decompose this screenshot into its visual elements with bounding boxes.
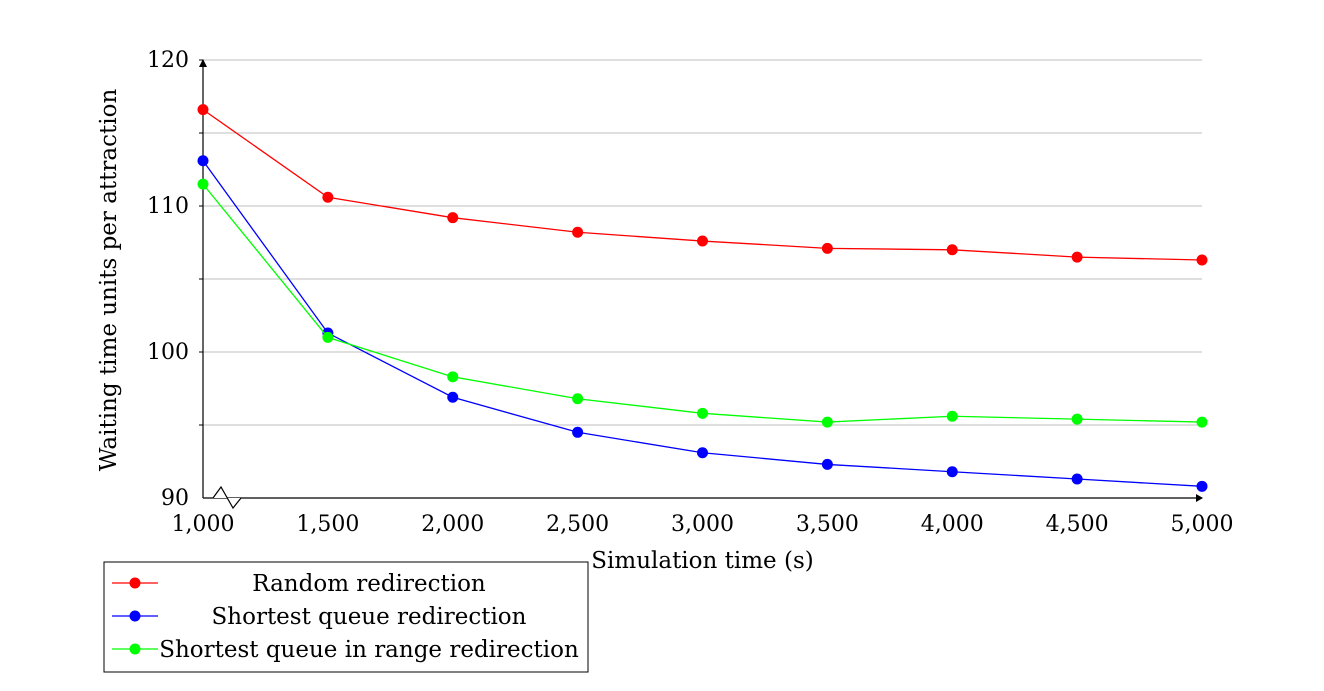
legend-box bbox=[103, 561, 589, 673]
data-point bbox=[322, 191, 334, 203]
data-point bbox=[1071, 413, 1083, 425]
legend-item: Random redirection bbox=[112, 571, 486, 597]
data-point bbox=[697, 407, 708, 419]
x-axis-label: Simulation time (s) bbox=[591, 548, 813, 574]
x-tick-label: 4,000 bbox=[921, 512, 984, 537]
data-point bbox=[1071, 473, 1083, 485]
y-tick-label: 110 bbox=[147, 194, 189, 219]
series-line bbox=[202, 160, 1203, 487]
y-axis-arrow bbox=[199, 59, 207, 67]
data-point bbox=[322, 331, 334, 343]
data-point bbox=[1196, 416, 1208, 428]
legend: Random redirection Shortest queue redirec… bbox=[103, 561, 589, 673]
data-point bbox=[1071, 251, 1083, 263]
data-point bbox=[572, 393, 584, 405]
x-tick-label: 3,000 bbox=[671, 512, 734, 537]
y-tick-labels: 90 100 110 120 bbox=[147, 48, 189, 511]
series-1 bbox=[197, 104, 1208, 266]
x-tick-label: 2,500 bbox=[546, 512, 609, 537]
data-point bbox=[572, 426, 584, 438]
data-point bbox=[447, 212, 459, 224]
data-point bbox=[572, 226, 584, 238]
x-tick-label: 5,000 bbox=[1171, 512, 1234, 537]
data-point bbox=[197, 178, 209, 190]
x-tick-labels: 1,000 1,500 2,000 2,500 3,000 3,500 4,000 4,500… bbox=[172, 512, 1234, 537]
legend-item: Shortest queue in range redirection bbox=[112, 637, 579, 663]
y-tick-label: 120 bbox=[147, 48, 189, 73]
legend-label: Shortest queue in range redirection bbox=[159, 637, 579, 663]
x-axis-arrow bbox=[1196, 494, 1203, 502]
legend-marker bbox=[129, 610, 141, 622]
data-point bbox=[946, 466, 958, 478]
y-tick-label: 90 bbox=[161, 486, 189, 511]
data-point bbox=[197, 155, 209, 167]
series-line bbox=[202, 183, 1203, 423]
data-point bbox=[697, 447, 708, 459]
legend-label: Shortest queue redirection bbox=[212, 604, 527, 630]
y-axis-label: Waiting time units per attraction bbox=[96, 89, 122, 472]
x-tick-label: 2,000 bbox=[421, 512, 484, 537]
x-tick-label: 1,000 bbox=[172, 512, 235, 537]
series-3 bbox=[197, 178, 1208, 428]
data-point bbox=[821, 242, 833, 254]
data-point bbox=[946, 244, 958, 256]
data-point bbox=[1196, 480, 1208, 492]
y-tick-label: 100 bbox=[147, 340, 189, 365]
data-point bbox=[447, 391, 459, 403]
x-tick-label: 3,500 bbox=[796, 512, 859, 537]
data-point bbox=[447, 371, 459, 383]
data-point bbox=[697, 235, 708, 247]
legend-label: Random redirection bbox=[252, 571, 486, 597]
axis-break-mark bbox=[212, 485, 242, 510]
data-point bbox=[197, 104, 209, 116]
grid-lines bbox=[199, 59, 1202, 426]
x-tick-label: 1,500 bbox=[296, 512, 359, 537]
data-point bbox=[1196, 254, 1208, 266]
data-point bbox=[821, 416, 833, 428]
legend-marker bbox=[129, 643, 141, 655]
legend-marker bbox=[129, 577, 141, 589]
axes bbox=[199, 59, 1203, 510]
x-tick-label: 4,500 bbox=[1046, 512, 1109, 537]
legend-item: Shortest queue redirection bbox=[112, 604, 527, 630]
data-point bbox=[946, 410, 958, 422]
series-layer bbox=[197, 104, 1208, 492]
data-point bbox=[821, 458, 833, 470]
